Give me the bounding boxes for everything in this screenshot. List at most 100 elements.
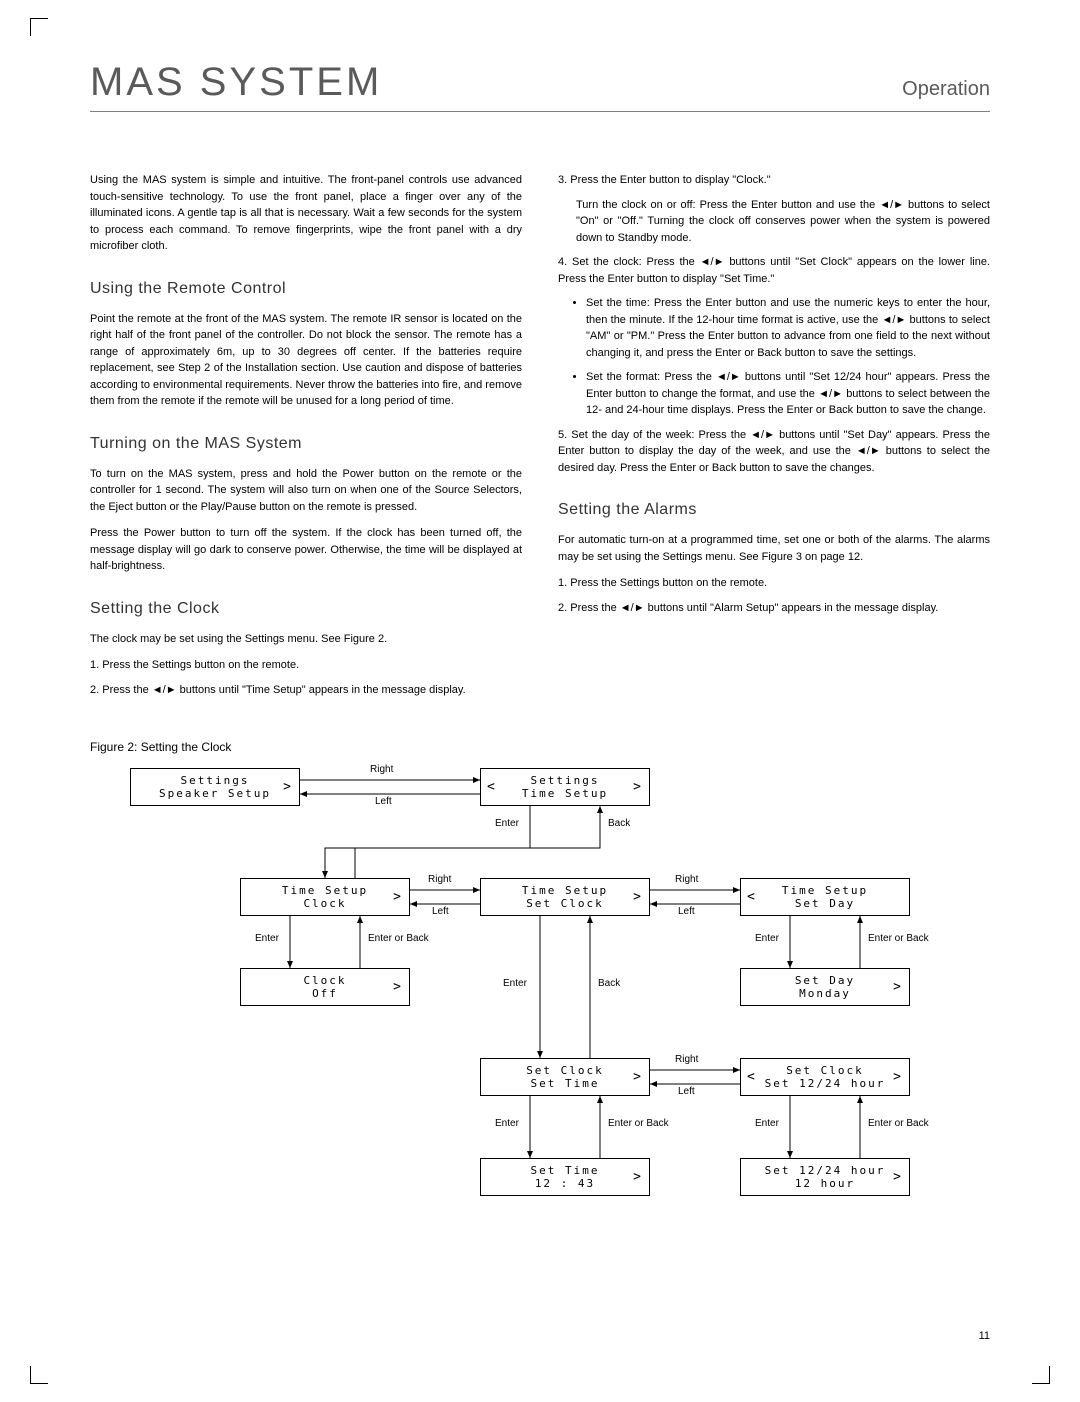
edge-label: Enter [503,978,527,989]
chevron-right-icon: > [393,980,403,995]
node-line1: Settings [181,774,250,787]
edge-label: Back [608,818,630,829]
node-time-setclock: Time Setup Set Clock > [480,878,650,916]
section-name: Operation [902,78,990,101]
intro-paragraph: Using the MAS system is simple and intui… [90,172,522,255]
edge-label: Right [370,764,393,775]
crop-mark [30,18,48,36]
chevron-right-icon: > [633,1070,643,1085]
figure-caption: Figure 2: Setting the Clock [90,740,990,754]
node-settings-speaker: Settings Speaker Setup > [130,768,300,806]
node-line1: Set Clock [526,1064,604,1077]
chevron-left-icon: < [487,780,497,795]
node-line2: Set 12/24 hour [765,1077,886,1090]
edge-label: Enter or Back [868,933,929,944]
alarm-step-2: 2. Press the ◄/► buttons until "Alarm Se… [558,600,990,617]
chevron-right-icon: > [893,980,903,995]
chevron-right-icon: > [633,890,643,905]
clock-step-2: 2. Press the ◄/► buttons until "Time Set… [90,682,522,699]
edge-label: Right [675,874,698,885]
clock-step-4: 4. Set the clock: Press the ◄/► buttons … [558,254,990,287]
node-line2: Set Day [795,897,855,910]
flowchart-diagram: Settings Speaker Setup > Settings Time S… [100,768,980,1208]
crop-mark [1032,1366,1050,1384]
node-time-clock: Time Setup Clock > [240,878,410,916]
edge-label: Back [598,978,620,989]
node-line1: Time Setup [522,884,608,897]
turn-on-paragraph-2: Press the Power button to turn off the s… [90,525,522,575]
node-setday-monday: Set Day Monday > [740,968,910,1006]
node-line1: Set Clock [786,1064,864,1077]
node-line2: Monday [799,987,851,1000]
clock-bullets: Set the time: Press the Enter button and… [586,295,990,419]
node-line1: Set Time [531,1164,600,1177]
turn-on-paragraph-1: To turn on the MAS system, press and hol… [90,466,522,516]
clock-paragraph-1: The clock may be set using the Settings … [90,631,522,648]
edge-label: Enter [755,933,779,944]
edge-label: Enter [255,933,279,944]
node-line1: Set 12/24 hour [765,1164,886,1177]
alarm-step-1: 1. Press the Settings button on the remo… [558,575,990,592]
node-line1: Settings [531,774,600,787]
chevron-right-icon: > [633,780,643,795]
node-setclock-1224: Set Clock Set 12/24 hour < > [740,1058,910,1096]
node-clock-off: Clock Off > [240,968,410,1006]
node-1224-value: Set 12/24 hour 12 hour > [740,1158,910,1196]
node-setclock-settime: Set Clock Set Time > [480,1058,650,1096]
text-columns: Using the MAS system is simple and intui… [90,172,990,706]
page-number: 11 [979,1330,990,1342]
node-line2: Time Setup [522,787,608,800]
heading-turning-on: Turning on the MAS System [90,432,522,456]
edge-label: Left [432,906,449,917]
edge-label: Enter [755,1118,779,1129]
chevron-right-icon: > [283,780,293,795]
clock-bullet-2: Set the format: Press the ◄/► buttons un… [586,369,990,419]
edge-label: Enter or Back [868,1118,929,1129]
node-line1: Set Day [795,974,855,987]
chevron-left-icon: < [747,1070,757,1085]
crop-mark [30,1366,48,1384]
edge-label: Enter or Back [608,1118,669,1129]
clock-bullet-1: Set the time: Press the Enter button and… [586,295,990,361]
right-column: 3. Press the Enter button to display "Cl… [558,172,990,706]
edge-label: Right [675,1054,698,1065]
node-line2: Set Time [531,1077,600,1090]
node-line1: Time Setup [282,884,368,897]
chevron-right-icon: > [893,1070,903,1085]
document-title: MAS SYSTEM [90,60,382,105]
alarm-paragraph-1: For automatic turn-on at a programmed ti… [558,532,990,565]
heading-alarms: Setting the Alarms [558,498,990,522]
page-header: MAS SYSTEM Operation [90,60,990,112]
edge-label: Left [375,796,392,807]
node-line1: Clock [303,974,346,987]
clock-step-3-sub: Turn the clock on or off: Press the Ente… [576,197,990,247]
edge-label: Enter [495,1118,519,1129]
node-line2: Speaker Setup [159,787,271,800]
node-line2: Clock [303,897,346,910]
node-settime-value: Set Time 12 : 43 > [480,1158,650,1196]
chevron-right-icon: > [633,1170,643,1185]
clock-step-3: 3. Press the Enter button to display "Cl… [558,172,990,189]
left-column: Using the MAS system is simple and intui… [90,172,522,706]
node-time-setday: Time Setup Set Day < [740,878,910,916]
chevron-right-icon: > [393,890,403,905]
node-line2: 12 : 43 [535,1177,595,1190]
edge-label: Left [678,1086,695,1097]
clock-step-1: 1. Press the Settings button on the remo… [90,657,522,674]
heading-setting-clock: Setting the Clock [90,597,522,621]
edge-label: Enter [495,818,519,829]
node-line2: 12 hour [795,1177,855,1190]
clock-step-5: 5. Set the day of the week: Press the ◄/… [558,427,990,477]
node-line2: Off [312,987,338,1000]
chevron-right-icon: > [893,1170,903,1185]
node-line1: Time Setup [782,884,868,897]
edge-label: Left [678,906,695,917]
edge-label: Right [428,874,451,885]
edge-label: Enter or Back [368,933,429,944]
node-settings-time: Settings Time Setup < > [480,768,650,806]
remote-paragraph: Point the remote at the front of the MAS… [90,311,522,410]
heading-remote: Using the Remote Control [90,277,522,301]
page-content: MAS SYSTEM Operation Using the MAS syste… [90,60,990,1342]
node-line2: Set Clock [526,897,604,910]
chevron-left-icon: < [747,890,757,905]
